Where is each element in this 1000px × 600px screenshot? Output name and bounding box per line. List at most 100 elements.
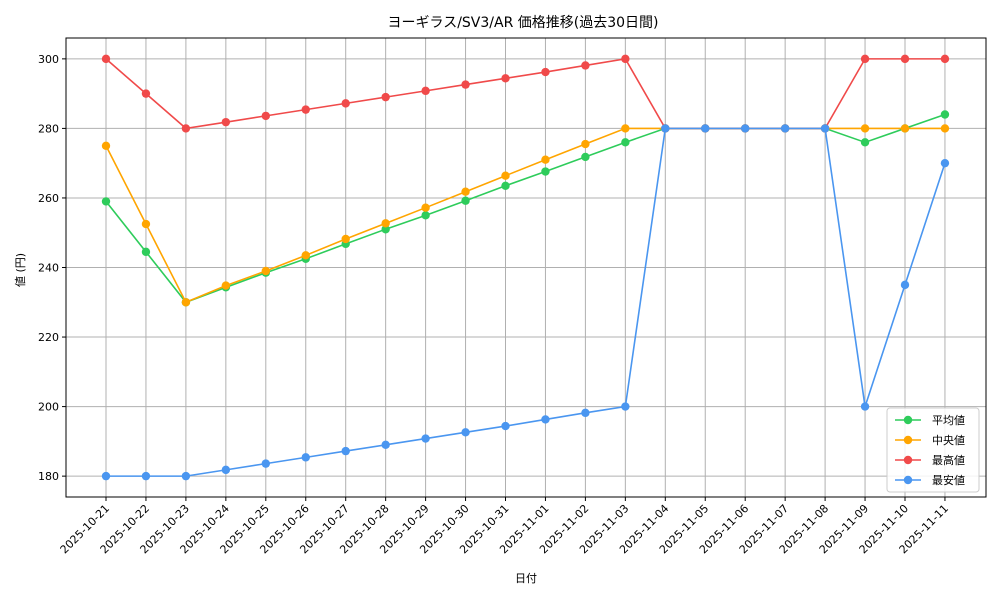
data-point — [461, 80, 470, 89]
data-point — [621, 54, 630, 64]
data-point — [860, 124, 870, 133]
data-point — [181, 124, 191, 133]
legend-label: 平均値 — [932, 414, 965, 427]
data-point — [301, 105, 310, 114]
data-point — [381, 219, 390, 228]
legend-marker — [903, 415, 913, 425]
series-line — [105, 57, 945, 130]
data-point — [541, 67, 550, 77]
data-point — [461, 196, 470, 205]
legend-marker — [903, 435, 913, 445]
legend-marker — [903, 475, 913, 485]
series-line — [105, 113, 946, 304]
data-point — [261, 459, 270, 468]
data-point — [501, 421, 510, 431]
x-axis: 2025-10-212025-10-222025-10-232025-10-24… — [58, 497, 951, 556]
y-tick-label: 220 — [38, 331, 59, 344]
data-point — [341, 99, 350, 108]
data-point — [940, 110, 950, 119]
data-point — [101, 197, 111, 206]
data-point — [501, 181, 510, 190]
series-group — [101, 54, 950, 481]
data-point — [581, 61, 590, 70]
data-point — [141, 247, 151, 257]
legend-label: 最安値 — [932, 473, 965, 487]
data-point — [501, 171, 510, 180]
data-point — [461, 187, 470, 196]
data-point — [421, 86, 430, 96]
data-point — [900, 54, 910, 64]
data-point — [581, 139, 590, 149]
data-point — [621, 138, 630, 147]
legend-item: 最高値 — [895, 453, 965, 467]
legend-box — [886, 407, 980, 493]
data-point — [501, 74, 510, 83]
y-tick-label: 280 — [38, 122, 59, 135]
data-point — [461, 428, 470, 437]
data-point — [101, 471, 111, 481]
data-point — [221, 465, 231, 475]
data-point — [181, 298, 191, 307]
data-point — [541, 167, 550, 176]
data-point — [701, 124, 710, 133]
legend-item: 最安値 — [895, 473, 965, 487]
data-point — [860, 54, 870, 64]
data-point — [301, 453, 310, 462]
data-point — [221, 281, 231, 290]
data-point — [421, 434, 430, 443]
data-point — [900, 124, 910, 133]
x-axis-label: 日付 — [515, 572, 537, 585]
chart-title: ヨーギラス/SV3/AR 価格推移(過去30日間) — [387, 15, 658, 31]
legend-item: 平均値 — [895, 414, 965, 427]
series-0 — [101, 110, 950, 307]
data-point — [541, 415, 550, 424]
data-point — [141, 471, 151, 481]
series-3 — [101, 124, 950, 481]
data-point — [101, 54, 111, 64]
y-axis-label: 値 (円) — [14, 253, 27, 287]
data-point — [421, 203, 430, 212]
y-tick-label: 200 — [38, 401, 59, 414]
data-point — [780, 124, 790, 133]
data-point — [341, 234, 350, 244]
data-point — [381, 92, 390, 102]
data-point — [940, 124, 950, 133]
data-point — [381, 440, 390, 450]
data-point — [940, 158, 950, 168]
data-point — [261, 111, 270, 121]
data-point — [421, 211, 430, 220]
series-line — [105, 127, 945, 304]
series-line — [106, 127, 946, 477]
data-point — [221, 117, 231, 127]
data-point — [541, 155, 550, 164]
data-point — [741, 124, 750, 133]
y-tick-label: 180 — [38, 470, 59, 483]
legend-item: 中央値 — [895, 434, 965, 447]
data-point — [661, 124, 670, 133]
data-point — [141, 89, 151, 98]
legend-label: 中央値 — [932, 434, 965, 447]
legend-marker — [903, 455, 913, 465]
grid — [66, 38, 986, 497]
data-point — [141, 219, 151, 229]
data-point — [940, 54, 950, 64]
data-point — [900, 280, 910, 290]
data-point — [820, 124, 830, 133]
data-point — [101, 141, 111, 150]
y-tick-label: 300 — [38, 53, 59, 66]
data-point — [181, 471, 191, 481]
legend-label: 最高値 — [932, 453, 965, 467]
data-point — [581, 408, 590, 418]
data-point — [341, 446, 350, 456]
y-tick-label: 260 — [38, 192, 59, 205]
data-point — [381, 225, 390, 234]
series-1 — [101, 124, 950, 307]
data-point — [621, 124, 630, 133]
data-point — [860, 138, 870, 147]
data-point — [301, 251, 310, 260]
data-point — [621, 402, 630, 411]
data-point — [261, 266, 270, 276]
series-2 — [101, 54, 950, 133]
